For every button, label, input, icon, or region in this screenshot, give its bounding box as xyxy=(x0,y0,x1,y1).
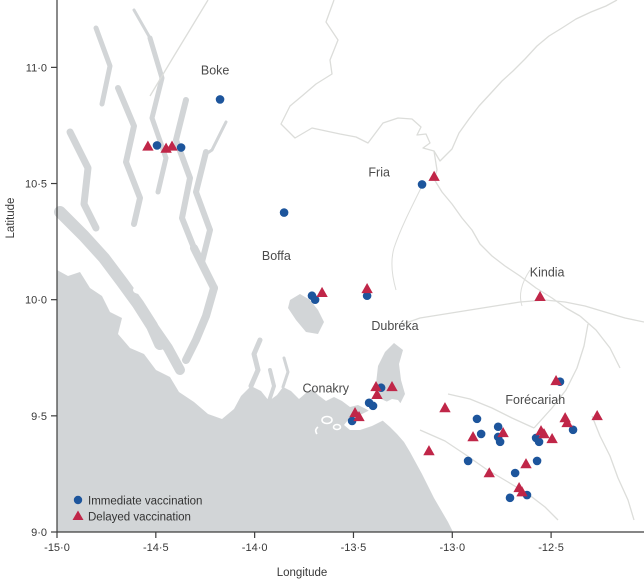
data-point-immediate xyxy=(510,468,520,478)
legend: Immediate vaccination Delayed vaccinatio… xyxy=(72,495,202,524)
basemap xyxy=(54,0,644,532)
data-point-immediate xyxy=(215,95,225,104)
data-point-delayed xyxy=(386,381,398,392)
y-tick-label: 10·0 xyxy=(25,295,47,307)
data-point-immediate xyxy=(176,143,186,152)
map-label-dubreka: Dubréka xyxy=(371,319,418,333)
y-tick-label: 11·0 xyxy=(26,62,47,74)
map-label-boffa: Boffa xyxy=(262,249,291,263)
legend-immediate-marker-icon xyxy=(73,495,83,505)
data-point-delayed xyxy=(483,467,495,478)
data-point-delayed xyxy=(520,458,532,469)
data-point-immediate xyxy=(310,295,320,304)
x-tick-label: -12·5 xyxy=(538,542,564,554)
admin-borders xyxy=(149,0,644,521)
x-axis-title: Longitude xyxy=(277,567,328,579)
x-tick-label: -13·5 xyxy=(341,542,367,554)
data-point-delayed xyxy=(550,374,562,386)
data-point-immediate xyxy=(534,437,544,447)
data-point-delayed xyxy=(428,170,440,181)
data-point-delayed xyxy=(534,290,546,301)
data-point-delayed xyxy=(546,433,558,444)
legend-immediate-label: Immediate vaccination xyxy=(88,496,202,508)
iles-de-los xyxy=(314,415,342,435)
data-point-immediate xyxy=(463,456,473,466)
data-point-immediate xyxy=(505,493,515,503)
axes-layer: -15·0 -14·5 -14·0 -13·5 -13·0 -12·5 9·0 9·5 10·0… xyxy=(5,0,644,579)
legend-delayed-label: Delayed vaccination xyxy=(88,512,191,524)
estuary-channels xyxy=(54,8,290,403)
data-point-delayed xyxy=(361,282,373,294)
data-point-delayed xyxy=(142,140,154,151)
data-point-immediate xyxy=(532,456,542,466)
map-label-kindia: Kindia xyxy=(530,265,565,279)
estuary-islands xyxy=(94,245,147,294)
data-point-immediate xyxy=(493,422,503,432)
place-labels-layer: Boke Fria Boffa Kindia Dubréka Conakry Forécar… xyxy=(201,63,565,407)
data-points-layer xyxy=(142,95,603,503)
map-label-fria: Fria xyxy=(368,166,390,180)
data-point-immediate xyxy=(368,401,378,411)
data-point-immediate xyxy=(568,425,578,435)
y-tick-label: 10·5 xyxy=(25,179,47,191)
map-label-conakry: Conakry xyxy=(303,382,350,396)
data-point-delayed xyxy=(353,410,365,422)
data-point-delayed xyxy=(467,431,479,442)
data-point-immediate xyxy=(362,291,372,301)
data-point-delayed xyxy=(516,486,528,497)
conakry-peninsula xyxy=(344,399,404,430)
data-point-immediate xyxy=(152,141,162,150)
sea xyxy=(57,270,453,532)
data-point-delayed xyxy=(423,445,435,456)
dubreka-estuary xyxy=(376,343,405,404)
data-point-immediate xyxy=(495,437,505,447)
x-tick-label: -14·5 xyxy=(143,542,169,554)
data-point-immediate xyxy=(472,414,482,424)
y-tick-label: 9·5 xyxy=(31,411,47,423)
y-axis-title: Latitude xyxy=(5,198,17,239)
data-point-immediate xyxy=(347,416,357,426)
data-point-delayed xyxy=(370,381,382,392)
map-label-forecariah: Forécariah xyxy=(505,393,565,407)
map-label-boke: Boke xyxy=(201,63,230,77)
x-tick-label: -15·0 xyxy=(44,542,70,554)
data-point-delayed xyxy=(538,428,550,439)
data-point-immediate xyxy=(417,180,427,189)
data-point-delayed xyxy=(497,427,509,438)
data-point-delayed xyxy=(166,140,178,151)
x-tick-label: -13·0 xyxy=(439,542,465,554)
data-point-delayed xyxy=(591,410,603,421)
data-point-immediate xyxy=(279,208,289,217)
data-point-delayed xyxy=(561,417,573,428)
axis-ticks: -15·0 -14·5 -14·0 -13·5 -13·0 -12·5 9·0 9·5 10·0… xyxy=(25,62,564,554)
x-tick-label: -14·0 xyxy=(242,542,268,554)
data-point-delayed xyxy=(371,388,383,400)
sangareya-bay xyxy=(288,294,324,334)
data-point-delayed xyxy=(316,286,328,298)
data-point-delayed xyxy=(439,402,451,413)
rivers xyxy=(391,185,531,307)
y-tick-label: 9·0 xyxy=(31,527,47,539)
legend-delayed-marker-icon xyxy=(72,510,84,520)
data-point-immediate xyxy=(476,429,486,439)
